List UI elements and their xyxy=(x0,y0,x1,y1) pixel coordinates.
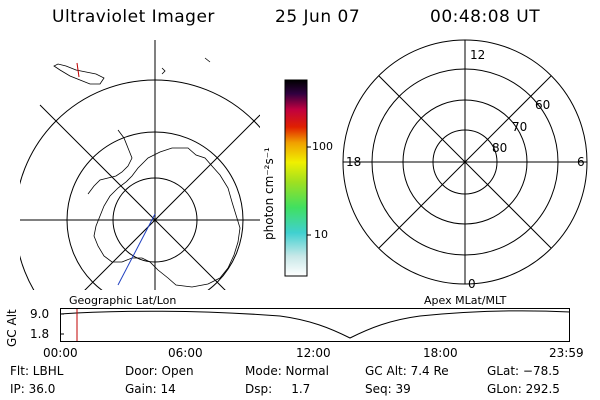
mlt-label-12: 12 xyxy=(470,48,486,62)
geographic-map xyxy=(20,40,260,290)
status-filter: Flt: LBHL xyxy=(10,364,64,378)
time-tick-0000: 00:00 xyxy=(43,346,78,360)
right-caption: Apex MLat/MLT xyxy=(424,294,507,307)
lat-label-70: 70 xyxy=(512,120,528,134)
lat-label-80: 80 xyxy=(492,141,508,155)
left-caption: Geographic Lat/Lon xyxy=(69,294,177,307)
colorbar-tick-10: 10 xyxy=(314,228,328,241)
status-gain: Gain: 14 xyxy=(125,382,176,396)
status-glat: GLat: −78.5 xyxy=(487,364,560,378)
mlt-label-18: 18 xyxy=(346,155,362,169)
mlt-label-0: 0 xyxy=(468,277,476,291)
image-date: 25 Jun 07 xyxy=(275,7,361,27)
lat-label-60: 60 xyxy=(535,98,551,112)
status-seq: Seq: 39 xyxy=(365,382,411,396)
status-dsp: Dsp: 1.7 xyxy=(245,382,311,396)
altitude-ytick-low: 1.8 xyxy=(30,327,50,341)
time-tick-2359: 23:59 xyxy=(549,346,584,360)
polar-plot xyxy=(342,39,588,285)
status-glon: GLon: 292.5 xyxy=(487,382,560,396)
time-tick-0600: 06:00 xyxy=(168,346,203,360)
altitude-ylabel: GC Alt xyxy=(5,309,19,347)
time-tick-1200: 12:00 xyxy=(296,346,331,360)
status-ip: IP: 36.0 xyxy=(10,382,56,396)
satellite-track xyxy=(117,213,156,286)
instrument-title: Ultraviolet Imager xyxy=(52,7,215,27)
colorbar-unit-label: photon cm⁻²s⁻¹ xyxy=(262,147,276,240)
image-time: 00:48:08 UT xyxy=(430,7,541,27)
status-door: Door: Open xyxy=(125,364,194,378)
time-marker xyxy=(76,62,80,78)
altitude-ytick-high: 9.0 xyxy=(30,307,50,321)
time-tick-1800: 18:00 xyxy=(423,346,458,360)
altitude-plot xyxy=(59,308,571,342)
colorbar-tick-100: 100 xyxy=(312,140,333,153)
status-mode: Mode: Normal xyxy=(245,364,329,378)
colorbar xyxy=(284,79,311,277)
mlt-label-6: 6 xyxy=(577,155,585,169)
status-gc-alt: GC Alt: 7.4 Re xyxy=(365,364,449,378)
